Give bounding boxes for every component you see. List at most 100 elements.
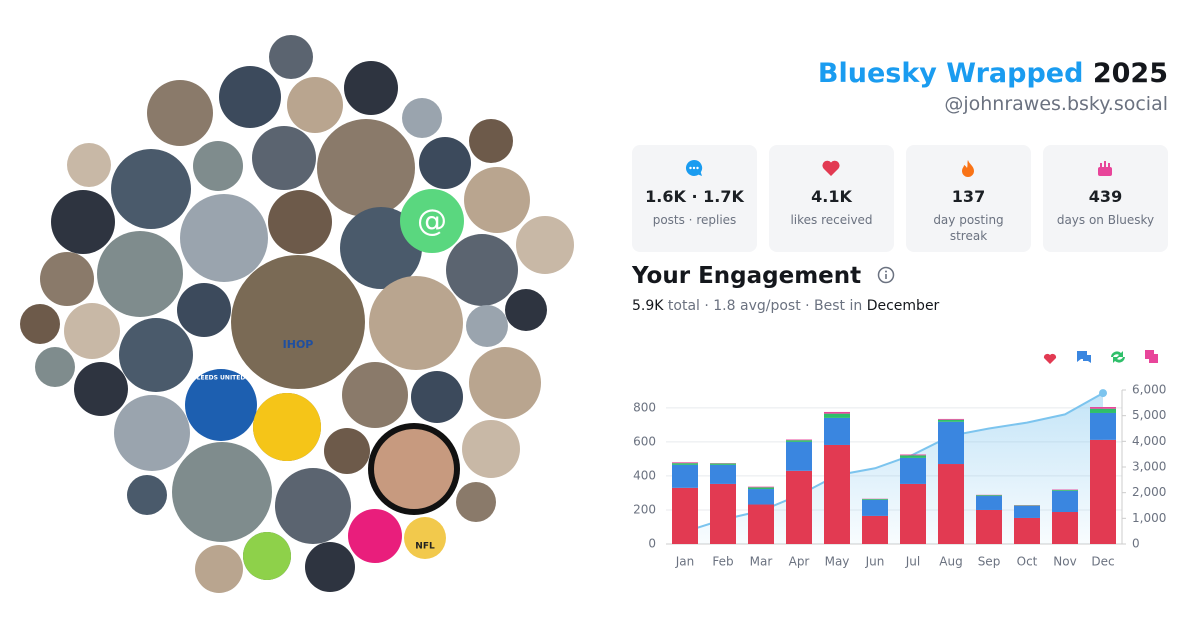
bar [1090,439,1116,544]
bar [748,504,774,544]
avatar[interactable] [252,126,316,190]
avatar[interactable] [305,542,355,592]
bar [710,463,736,465]
bar [938,464,964,544]
chart: 0 200 400 600 800 0 1,000 2,000 3,000 4,000 5,000 6… [633,350,1166,569]
avatar[interactable] [464,167,530,233]
bar [824,417,850,445]
avatar[interactable] [374,429,454,509]
stat-label: day posting streak [933,213,1004,243]
bar [1090,408,1116,413]
avatar[interactable] [462,420,520,478]
avatar[interactable] [469,347,541,419]
x-tick-label: Sep [978,555,1001,569]
avatar[interactable] [342,362,408,428]
avatar[interactable] [253,393,321,461]
handle: @johnrawes.bsky.social [944,93,1168,115]
avatar[interactable] [195,545,243,593]
legend-icon[interactable] [1043,353,1057,364]
y2-tick-label: 6,000 [1132,383,1166,397]
bar [748,489,774,505]
avatar[interactable] [20,304,60,344]
stat-value: 439 [1088,187,1123,206]
x-tick-label: Jan [675,555,695,569]
bar [976,509,1002,544]
avatar[interactable] [516,216,574,274]
avatar[interactable] [114,395,190,471]
bar [938,418,964,420]
x-tick-label: Oct [1017,555,1038,569]
info-icon[interactable] [877,266,895,284]
avatar[interactable] [185,369,257,441]
avatar[interactable] [219,66,281,128]
avatar[interactable] [317,119,415,217]
avatar[interactable] [67,143,111,187]
bar [900,457,926,484]
avatar[interactable] [268,190,332,254]
avatar[interactable] [275,468,351,544]
avatar[interactable] [231,255,365,389]
area [685,393,1103,544]
avatar[interactable] [74,362,128,416]
avatar[interactable] [369,276,463,370]
stat-card: 4.1K likes received [769,145,894,252]
y2-tick-label: 0 [1132,537,1140,551]
bar [672,464,698,488]
avatar[interactable] [446,234,518,306]
avatar[interactable] [119,318,193,392]
section-title-text: Your Engagement [632,263,862,289]
avatar[interactable] [344,61,398,115]
bar [976,496,1002,510]
avatar[interactable] [97,231,183,317]
line-point [1099,389,1107,398]
bar [824,413,850,418]
x-tick-label: Dec [1091,555,1114,569]
legend-icon[interactable] [1111,351,1125,363]
avatar[interactable] [456,482,496,522]
avatar[interactable] [180,194,268,282]
avatar[interactable] [505,289,547,331]
icon [1098,161,1112,176]
avatar[interactable] [127,475,167,515]
bar [938,421,964,465]
avatar[interactable] [243,532,291,580]
bar [786,470,812,544]
stat-value: 137 [951,187,986,206]
avatar[interactable] [269,35,313,79]
avatar[interactable] [348,509,402,563]
y-tick-label: 0 [648,537,656,551]
avatar[interactable] [469,119,513,163]
legend-icon[interactable] [1077,351,1091,363]
x-tick-label: Nov [1053,555,1076,569]
avatar[interactable] [193,141,243,191]
avatar[interactable] [419,137,471,189]
bar [1052,489,1078,491]
avatar-text: IHOP [283,338,314,351]
avatar[interactable] [411,371,463,423]
avatar[interactable] [111,149,191,229]
avatar[interactable] [177,283,231,337]
bar [710,483,736,544]
avatar[interactable] [172,442,272,542]
avatar[interactable] [40,252,94,306]
legend-icon[interactable] [1145,350,1158,363]
avatar[interactable] [147,80,213,146]
title-year: 2025 [1092,58,1168,89]
avatar[interactable] [64,303,120,359]
avatar[interactable] [400,189,464,253]
avatar[interactable] [324,428,370,474]
avatar[interactable] [404,517,446,559]
summary-text: total · 1.8 avg/post · Best in [667,298,863,314]
avatar[interactable] [51,190,115,254]
bar [900,454,926,456]
avatar[interactable] [402,98,442,138]
avatar[interactable] [466,305,508,347]
avatar[interactable] [35,347,75,387]
avatar-text: NFL [415,542,435,552]
bar [672,462,698,464]
avatar[interactable] [287,77,343,133]
bar [862,499,888,500]
summary-total: 5.9K [632,298,664,314]
y-tick-label: 200 [633,502,656,516]
x-tick-label: Aug [939,555,962,569]
